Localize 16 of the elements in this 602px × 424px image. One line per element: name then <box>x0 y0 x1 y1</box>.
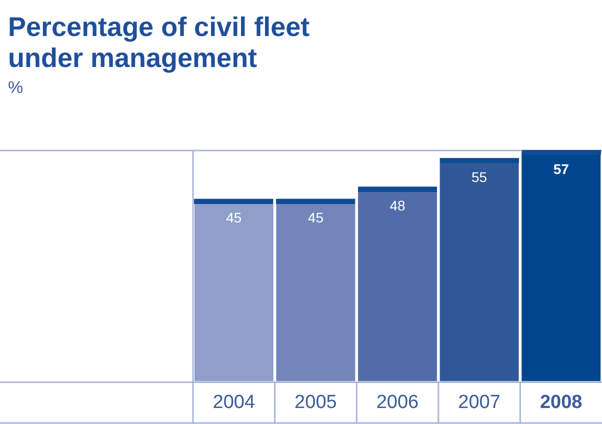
text: % <box>8 78 24 98</box>
data-label: 55 <box>472 168 488 185</box>
bar <box>522 150 601 382</box>
data-label: 48 <box>390 197 406 214</box>
bar <box>194 198 274 382</box>
chart-title: Percentage of civil fleet under management <box>8 12 311 74</box>
data-label: 57 <box>553 160 570 177</box>
x-tick-label: 2005 <box>294 392 337 413</box>
bar <box>276 198 356 382</box>
data-label: 45 <box>226 210 242 226</box>
data-label: 45 <box>308 210 324 226</box>
x-tick-label: 2006 <box>376 392 419 413</box>
x-tick-label: 2008 <box>540 392 582 413</box>
x-tick-label: 2007 <box>458 392 500 413</box>
bar <box>358 186 437 382</box>
x-tick-label: 2004 <box>212 392 256 413</box>
